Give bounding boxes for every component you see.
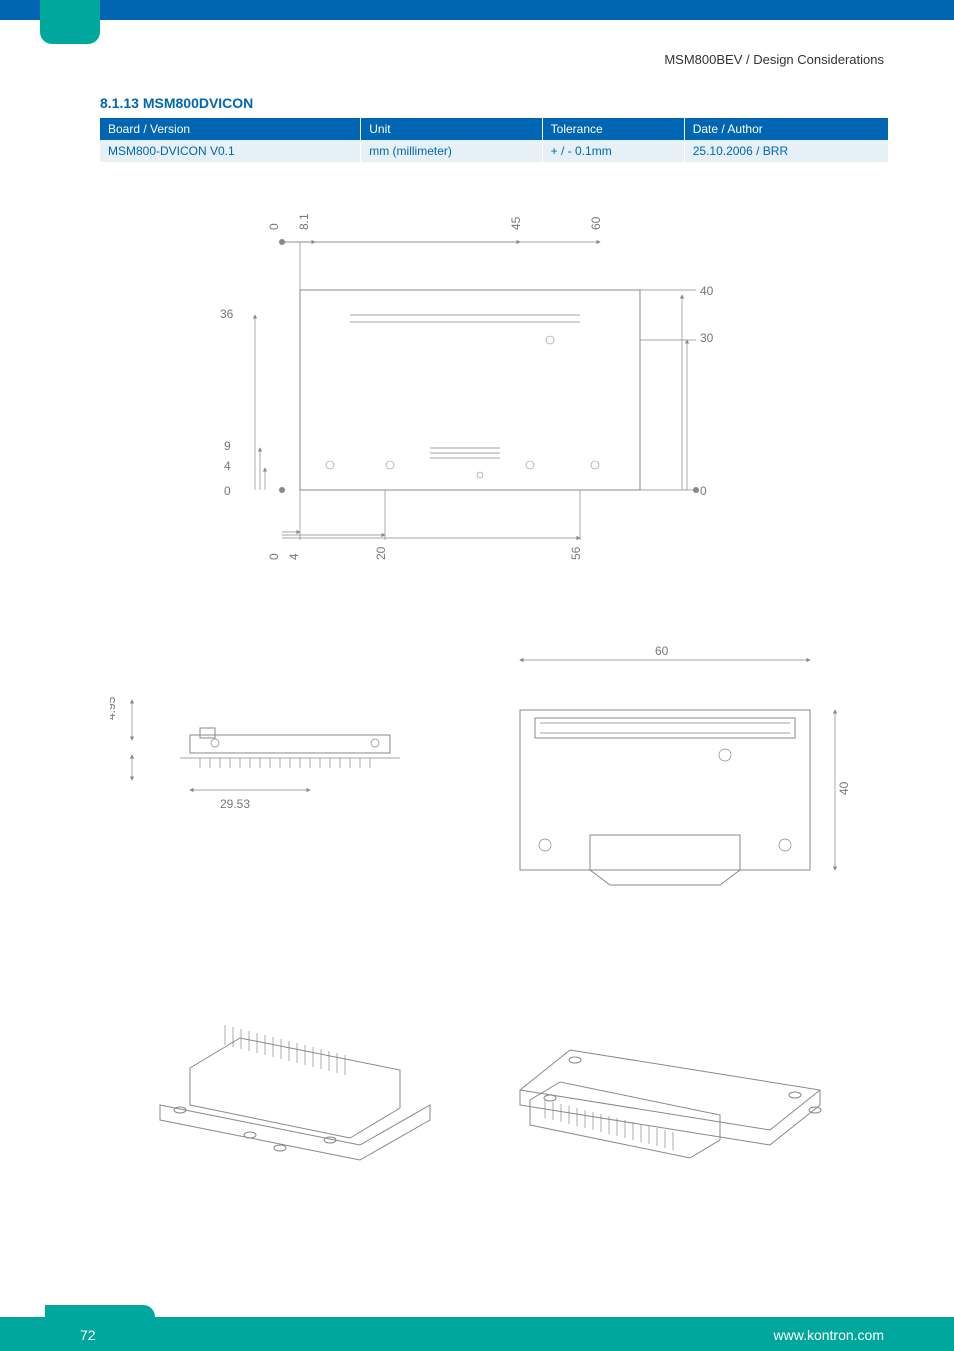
- footer-tab-curve: [45, 1305, 155, 1317]
- dim-left-36: 36: [220, 307, 234, 321]
- dim-bot-56: 56: [569, 546, 583, 560]
- dim-left-0: 0: [224, 484, 231, 498]
- dim-right-0: 0: [700, 484, 707, 498]
- dim-right-30: 30: [700, 331, 714, 345]
- top-mechanical-drawing: 0 8.1 45 60 36 9 4 0 40 30 0 0 4 20 56: [200, 200, 740, 580]
- col-header-unit: Unit: [361, 118, 542, 140]
- cell-board: MSM800-DVICON V0.1: [100, 140, 361, 162]
- top-bar: [0, 0, 954, 20]
- side-profile-drawing: 4.95 29.53: [110, 680, 440, 860]
- table-row: MSM800-DVICON V0.1 mm (millimeter) + / -…: [100, 140, 888, 162]
- col-header-tolerance: Tolerance: [542, 118, 684, 140]
- section-heading: 8.1.13 MSM800DVICON: [100, 95, 253, 111]
- iso-view-right: [490, 990, 870, 1190]
- col-header-board: Board / Version: [100, 118, 361, 140]
- section-number: 8.1.13: [100, 95, 139, 111]
- cell-date: 25.10.2006 / BRR: [684, 140, 888, 162]
- dim-bot-20: 20: [374, 546, 388, 560]
- footer-bar: 72 www.kontron.com: [0, 1317, 954, 1351]
- specification-table: Board / Version Unit Tolerance Date / Au…: [100, 118, 888, 162]
- dim-top-60: 60: [589, 216, 603, 230]
- table-header-row: Board / Version Unit Tolerance Date / Au…: [100, 118, 888, 140]
- dim-bot-0: 0: [267, 553, 281, 560]
- dim-left-4: 4: [224, 459, 231, 473]
- dim-h-40: 40: [837, 781, 851, 795]
- dim-right-40: 40: [700, 284, 714, 298]
- cell-tolerance: + / - 0.1mm: [542, 140, 684, 162]
- col-header-date: Date / Author: [684, 118, 888, 140]
- plan-view-drawing: 60 40: [480, 640, 870, 900]
- dim-w-2953: 29.53: [220, 797, 250, 811]
- header-tab-block: [40, 0, 100, 44]
- dim-top-45: 45: [509, 216, 523, 230]
- dim-h-495: 4.95: [110, 696, 118, 720]
- dim-left-9: 9: [224, 439, 231, 453]
- page-number: 72: [80, 1327, 96, 1343]
- breadcrumb: MSM800BEV / Design Considerations: [664, 52, 884, 67]
- section-title: MSM800DVICON: [143, 95, 253, 111]
- dim-top-0: 0: [267, 223, 281, 230]
- footer-url: www.kontron.com: [774, 1327, 884, 1343]
- iso-view-left: [130, 990, 470, 1190]
- dim-w-60: 60: [655, 644, 669, 658]
- dim-top-8p1: 8.1: [297, 213, 311, 230]
- dim-bot-4: 4: [287, 553, 301, 560]
- cell-unit: mm (millimeter): [361, 140, 542, 162]
